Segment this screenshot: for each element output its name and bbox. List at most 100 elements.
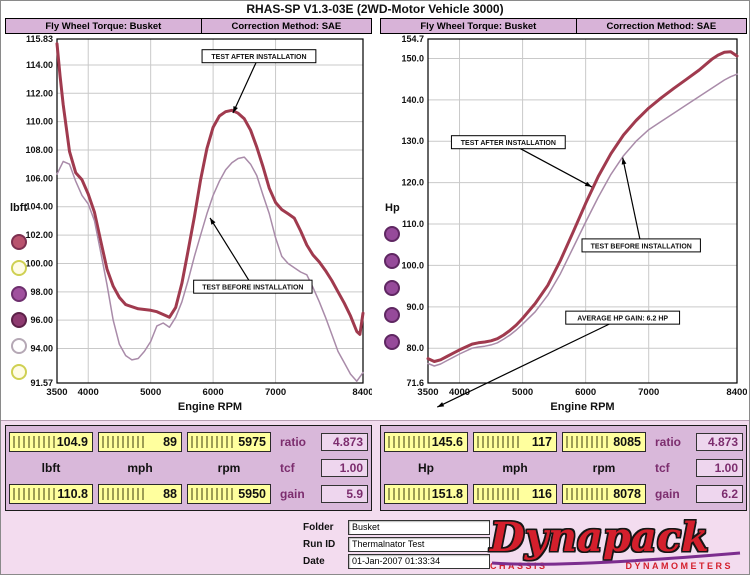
torque-source-header: Fly Wheel Torque: Busket: [5, 18, 202, 34]
plot-border: [427, 38, 738, 384]
torque-chart-header: Fly Wheel Torque: Busket Correction Meth…: [5, 18, 372, 34]
channel-indicator[interactable]: [11, 364, 27, 380]
channel-indicator[interactable]: [11, 338, 27, 354]
y-tick-label: 98.00: [30, 287, 53, 297]
x-tick-label: 6000: [203, 387, 224, 398]
lcd-stripes: [102, 488, 146, 500]
x-axis-title: Engine RPM: [550, 401, 614, 413]
annotation-pointer: [209, 217, 254, 287]
y-tick-label: 110.0: [402, 219, 424, 229]
lcd-stripes: [191, 436, 235, 448]
channel-indicator[interactable]: [384, 334, 400, 350]
dynapack-logo: Dynapack CHASSIS DYNAMOMETERS: [490, 517, 741, 571]
gain-label: gain: [655, 487, 680, 501]
annotation-text: TEST AFTER INSTALLATION: [461, 140, 556, 147]
gain-value: 5.9: [321, 485, 368, 503]
y-tick-label: 108.00: [25, 145, 53, 155]
speed-before-display: 89: [98, 432, 182, 452]
tagline-dynamometers: DYNAMOMETERS: [625, 561, 733, 571]
logo-swoosh: [491, 551, 741, 566]
channel-indicator[interactable]: [11, 234, 27, 250]
annotation-text: AVERAGE HP GAIN: 6.2 HP: [577, 316, 668, 323]
x-tick-label: 5000: [140, 387, 161, 398]
annotation-box: [565, 310, 681, 325]
x-tick-label: 5000: [512, 387, 533, 398]
tagline-chassis: CHASSIS: [490, 561, 548, 571]
torque-correction-header: Correction Method: SAE: [201, 18, 372, 34]
lcd-stripes: [388, 436, 432, 448]
lcd-stripes: [566, 488, 610, 500]
channel-indicator[interactable]: [384, 226, 400, 242]
y-tick-label: 91.57: [30, 378, 53, 388]
lcd-stripes: [388, 488, 432, 500]
channel-indicator[interactable]: [384, 307, 400, 323]
y-tick-label: 71.6: [406, 378, 424, 388]
folder-input[interactable]: Busket: [348, 519, 490, 535]
annotation-pointer: [622, 157, 642, 246]
hp-correction-header: Correction Method: SAE: [576, 18, 747, 34]
annotation-arrowhead: [232, 106, 238, 113]
y-tick-label: 114.00: [26, 60, 53, 70]
ratio-value: 4.873: [321, 433, 368, 451]
speed-before-display: 117: [473, 432, 557, 452]
torque-after-curve: [55, 42, 365, 336]
y-tick-label: 120.0: [401, 178, 424, 188]
speed-unit-label: mph: [127, 461, 153, 475]
hp-chart-svg: 154.7 150.0 140.0 130.0 120.0 110.0 100.0 90.0 8…: [384, 34, 747, 413]
x-axis-title: Engine RPM: [178, 401, 242, 413]
y-tick-label: 90.0: [406, 302, 424, 312]
date-input[interactable]: 01-Jan-2007 01:33:34: [348, 553, 490, 569]
channel-indicator[interactable]: [384, 280, 400, 296]
x-tick-label: 7000: [265, 387, 286, 398]
lcd-stripes: [477, 436, 521, 448]
lcd-stripes: [13, 436, 57, 448]
lcd-stripes: [102, 436, 146, 448]
speed-after-display: 88: [98, 484, 182, 504]
y-tick-label: 110.00: [26, 117, 53, 127]
annotation-arrowhead: [584, 181, 592, 187]
annotation-text: TEST AFTER INSTALLATION: [211, 54, 306, 61]
lcd-stripes: [477, 488, 521, 500]
rpm-unit-label: rpm: [592, 461, 616, 475]
hp-readout-panel: 145.6 117 8085 ratio 4.873 Hp mph rpm tc…: [380, 425, 747, 511]
torque-chart-panel: Fly Wheel Torque: Busket Correction Meth…: [5, 18, 372, 420]
rpm-before-display: 5975: [187, 432, 271, 452]
x-tick-label: 4000: [78, 387, 99, 398]
x-tick-label: 3500: [46, 387, 67, 398]
y-tick-label: 100.00: [25, 258, 53, 268]
tcf-value: 1.00: [696, 459, 743, 477]
lcd-stripes: [191, 488, 235, 500]
tcf-label: tcf: [655, 461, 670, 475]
ratio-label: ratio: [655, 435, 682, 449]
tcf-label: tcf: [280, 461, 295, 475]
y-tick-label: 112.00: [26, 88, 53, 98]
annotation-pointer: [437, 317, 623, 408]
channel-indicator[interactable]: [11, 260, 27, 276]
annotation-pointer: [232, 55, 260, 114]
tcf-value: 1.00: [321, 459, 368, 477]
y-tick-label: 140.0: [401, 95, 424, 105]
hp-after-curve: [426, 50, 739, 363]
hp-unit-label: Hp: [418, 461, 434, 475]
gain-label: gain: [280, 487, 305, 501]
annotation-arrowhead: [210, 217, 216, 225]
x-tick-label: 6000: [575, 387, 596, 398]
window-title: RHAS-SP V1.3-03E (2WD-Motor Vehicle 3000…: [246, 2, 504, 16]
ratio-label: ratio: [280, 435, 307, 449]
hp-source-header: Fly Wheel Torque: Busket: [380, 18, 577, 34]
annotation-pointer: [508, 141, 593, 188]
rpm-after-display: 8078: [562, 484, 646, 504]
channel-indicator[interactable]: [384, 253, 400, 269]
folder-field-row: Folder Busket: [303, 519, 490, 535]
hp-chart-panel: Fly Wheel Torque: Busket Correction Meth…: [380, 18, 747, 420]
annotation-box: [193, 279, 313, 294]
channel-indicator[interactable]: [11, 312, 27, 328]
y-tick-label: 130.0: [401, 136, 424, 146]
date-field-row: Date 01-Jan-2007 01:33:34: [303, 553, 490, 569]
channel-indicator[interactable]: [11, 286, 27, 302]
torque-unit-label: lbft: [41, 461, 61, 475]
dynapack-tagline: CHASSIS DYNAMOMETERS: [490, 561, 733, 571]
runid-input[interactable]: Thermalnator Test: [348, 536, 490, 552]
plot-border: [56, 38, 364, 384]
